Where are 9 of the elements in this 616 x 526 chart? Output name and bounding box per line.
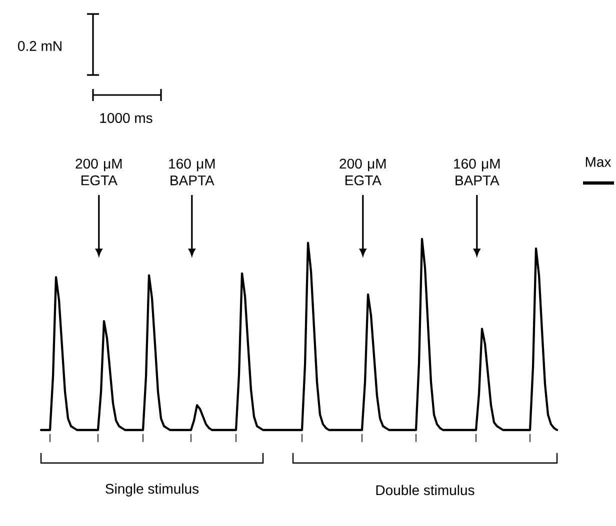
text: 1000 ms bbox=[100, 113, 152, 123]
text: Single stimulus bbox=[106, 483, 199, 497]
text: Max bbox=[586, 157, 612, 167]
text: 160 μM BAPTA bbox=[454, 158, 500, 186]
text: 200 μM EGTA bbox=[340, 158, 386, 186]
text: 0.2 mN bbox=[18, 41, 62, 51]
text: 200 μM EGTA bbox=[76, 158, 122, 186]
text: 160 μM BAPTA bbox=[169, 158, 215, 186]
text: Double stimulus bbox=[376, 484, 474, 496]
